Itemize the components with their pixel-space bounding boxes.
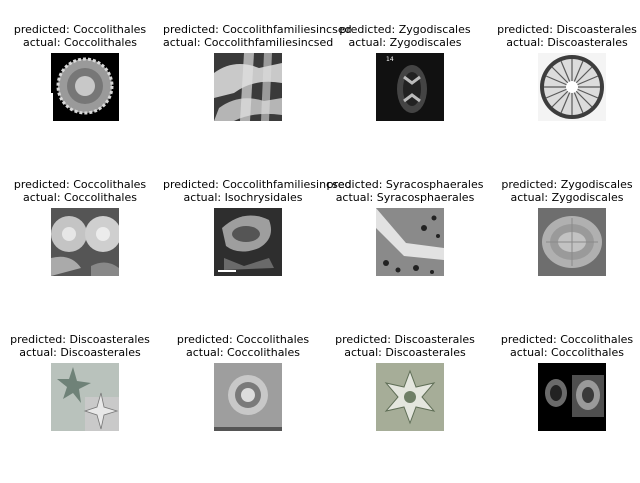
specimen-image bbox=[214, 53, 282, 121]
panel-5: predicted: Coccolithales actual: Coccoli… bbox=[0, 178, 160, 328]
actual-label: actual: Zygodiscales bbox=[510, 191, 624, 204]
panel-10: predicted: Coccolithales actual: Coccoli… bbox=[163, 333, 323, 483]
actual-label: actual: Isochrysidales bbox=[183, 191, 303, 204]
actual-label: actual: Coccolithales bbox=[185, 346, 300, 359]
panel-6: predicted: Coccolithfamiliesincsed actua… bbox=[163, 178, 352, 328]
panel-caption: predicted: Coccolithales actual: Coccoli… bbox=[0, 178, 160, 204]
panel-caption: predicted: Coccolithales actual: Coccoli… bbox=[0, 23, 160, 49]
specimen-image bbox=[214, 363, 282, 431]
panel-caption: predicted: Coccolithfamiliesincsed actua… bbox=[163, 178, 352, 204]
actual-label: actual: Zygodiscales bbox=[348, 36, 462, 49]
panel-9: predicted: Discoasterales actual: Discoa… bbox=[0, 333, 160, 483]
predicted-label: predicted: Discoasterales bbox=[10, 333, 150, 346]
specimen-image bbox=[51, 53, 119, 121]
panel-caption: predicted: Discoasterales actual: Discoa… bbox=[487, 23, 640, 49]
actual-label: actual: Discoasterales bbox=[19, 346, 141, 359]
panel-caption: predicted: Zygodiscales actual: Zygodisc… bbox=[325, 23, 485, 49]
panel-12: predicted: Coccolithales actual: Coccoli… bbox=[487, 333, 640, 483]
panel-8: predicted: Zygodiscales actual: Zygodisc… bbox=[487, 178, 640, 328]
predicted-label: predicted: Discoasterales bbox=[335, 333, 475, 346]
specimen-image bbox=[51, 363, 119, 431]
panel-caption: predicted: Discoasterales actual: Discoa… bbox=[325, 333, 485, 359]
predicted-label: predicted: Discoasterales bbox=[497, 23, 637, 36]
panel-1: predicted: Coccolithales actual: Coccoli… bbox=[0, 23, 160, 173]
panel-2: predicted: Coccolithfamiliesincsed actua… bbox=[163, 23, 352, 173]
specimen-image bbox=[538, 208, 606, 276]
predicted-label: predicted: Zygodiscales bbox=[501, 178, 633, 191]
predicted-label: predicted: Coccolithales bbox=[13, 23, 147, 36]
specimen-image bbox=[538, 363, 606, 431]
actual-label: actual: Discoasterales bbox=[344, 346, 466, 359]
panel-3: predicted: Zygodiscales actual: Zygodisc… bbox=[325, 23, 485, 173]
actual-label: actual: Coccolithfamiliesincsed bbox=[163, 36, 334, 49]
specimen-image bbox=[214, 208, 282, 276]
actual-label: actual: Discoasterales bbox=[506, 36, 628, 49]
specimen-image bbox=[376, 363, 444, 431]
actual-label: actual: Coccolithales bbox=[22, 36, 137, 49]
specimen-image: 14 bbox=[376, 53, 444, 121]
panel-4: predicted: Discoasterales actual: Discoa… bbox=[487, 23, 640, 173]
actual-label: actual: Coccolithales bbox=[509, 346, 624, 359]
specimen-image bbox=[538, 53, 606, 121]
predicted-label: predicted: Coccolithfamiliesincsed bbox=[163, 178, 352, 191]
panel-11: predicted: Discoasterales actual: Discoa… bbox=[325, 333, 485, 483]
panel-caption: predicted: Coccolithales actual: Coccoli… bbox=[163, 333, 323, 359]
svg-text:14: 14 bbox=[386, 56, 394, 63]
panel-caption: predicted: Zygodiscales actual: Zygodisc… bbox=[487, 178, 640, 204]
panel-caption: predicted: Coccolithfamiliesincsed actua… bbox=[163, 23, 352, 49]
predicted-label: predicted: Coccolithales bbox=[500, 333, 634, 346]
panel-caption: predicted: Syracosphaerales actual: Syra… bbox=[325, 178, 485, 204]
predicted-label: predicted: Coccolithales bbox=[13, 178, 147, 191]
panel-7: predicted: Syracosphaerales actual: Syra… bbox=[325, 178, 485, 328]
specimen-image bbox=[376, 208, 444, 276]
actual-label: actual: Coccolithales bbox=[22, 191, 137, 204]
specimen-image bbox=[51, 208, 119, 276]
actual-label: actual: Syracosphaerales bbox=[335, 191, 475, 204]
predicted-label: predicted: Coccolithales bbox=[176, 333, 310, 346]
predicted-label: predicted: Coccolithfamiliesincsed bbox=[163, 23, 352, 36]
predicted-label: predicted: Syracosphaerales bbox=[326, 178, 484, 191]
panel-caption: predicted: Coccolithales actual: Coccoli… bbox=[487, 333, 640, 359]
panel-caption: predicted: Discoasterales actual: Discoa… bbox=[0, 333, 160, 359]
predicted-label: predicted: Zygodiscales bbox=[339, 23, 471, 36]
